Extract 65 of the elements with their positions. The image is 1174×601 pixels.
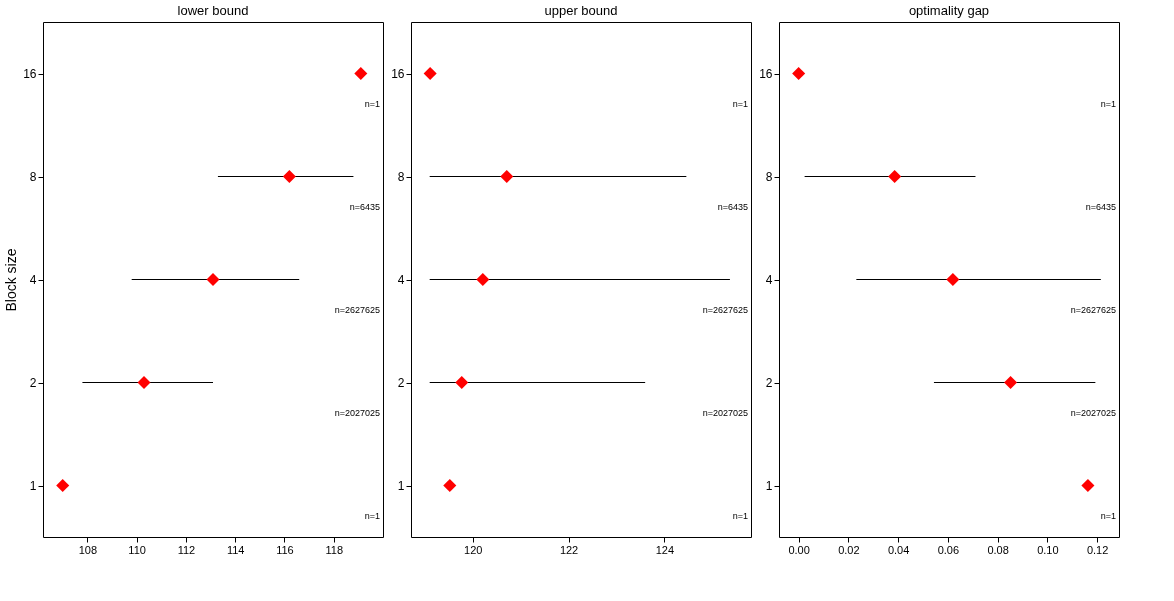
point: [500, 169, 514, 184]
annotation: n=1: [732, 98, 748, 109]
annotation: n=2027025: [334, 407, 380, 418]
annotation: n=1: [1100, 98, 1116, 109]
point: [56, 478, 70, 493]
y-tick-label: 1: [29, 479, 37, 493]
x-tick-label: 118: [325, 543, 343, 556]
point: [282, 169, 296, 184]
y-tick-label: 2: [397, 376, 405, 390]
annotation: n=6435: [1085, 201, 1116, 212]
y-tick-label: 4: [397, 273, 405, 287]
x-tick-label: 122: [559, 543, 579, 556]
x-tick-label: 0.02: [838, 543, 860, 556]
annotation: n=2027025: [702, 407, 748, 418]
x-tick-label: 112: [177, 543, 196, 556]
y-tick-label: 1: [397, 479, 405, 493]
point: [443, 478, 457, 493]
annotation: n=1: [364, 510, 380, 521]
x-tick-label: 0.04: [887, 543, 910, 556]
x-tick-label: 0.12: [1086, 543, 1109, 556]
chart-title: optimality gap: [908, 3, 990, 18]
x-tick-label: 110: [128, 543, 146, 556]
annotation: n=2627625: [334, 304, 380, 315]
point: [792, 66, 806, 81]
y-tick-label: 8: [765, 170, 773, 184]
x-tick-label: 108: [78, 543, 98, 556]
x-tick-label: 0.06: [937, 543, 960, 556]
annotation: n=1: [1100, 510, 1116, 521]
point: [206, 272, 220, 287]
annotation: n=2627625: [702, 304, 748, 315]
x-tick-label: 120: [464, 543, 483, 556]
point: [1081, 478, 1095, 493]
annotation: n=6435: [349, 201, 380, 212]
annotation: n=2627625: [1070, 304, 1116, 315]
point: [423, 66, 437, 81]
y-tick-label: 16: [23, 67, 37, 81]
y-axis-title: Block size: [3, 248, 20, 312]
annotation: n=6435: [717, 201, 748, 212]
x-tick-label: 114: [226, 543, 245, 556]
x-tick-label: 0.08: [987, 543, 1009, 556]
x-tick-label: 116: [276, 543, 294, 556]
annotation: n=1: [732, 510, 748, 521]
y-tick-label: 4: [765, 273, 773, 287]
x-tick-label: 0.00: [788, 543, 810, 556]
chart-title: lower bound: [177, 3, 249, 18]
point: [455, 375, 469, 390]
y-tick-label: 16: [759, 67, 773, 81]
point: [888, 169, 902, 184]
y-tick-label: 16: [391, 67, 405, 81]
annotation: n=1: [364, 98, 380, 109]
y-tick-label: 8: [397, 170, 405, 184]
point: [137, 375, 151, 390]
point: [1004, 375, 1018, 390]
chart-title: upper bound: [544, 3, 618, 18]
x-tick-label: 0.10: [1037, 543, 1059, 556]
y-tick-label: 1: [765, 479, 773, 493]
annotation: n=2027025: [1070, 407, 1116, 418]
x-tick-label: 124: [655, 543, 674, 556]
point: [946, 272, 960, 287]
y-tick-label: 4: [29, 273, 37, 287]
point: [354, 66, 368, 81]
y-tick-label: 2: [29, 376, 37, 390]
y-tick-label: 2: [765, 376, 773, 390]
point: [476, 272, 490, 287]
y-tick-label: 8: [29, 170, 37, 184]
